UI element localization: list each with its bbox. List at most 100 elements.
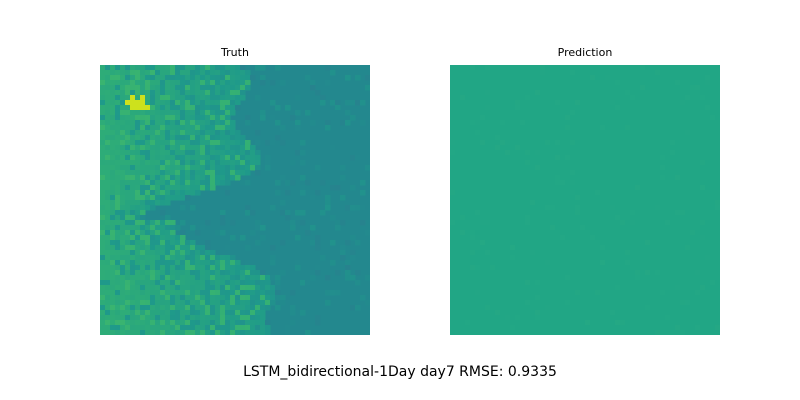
prediction-cell [625,90,630,95]
prediction-cell [590,240,595,245]
truth-cell [125,200,131,206]
prediction-cell [525,95,530,100]
truth-cell [135,325,141,331]
truth-cell [170,75,176,81]
truth-cell [135,130,141,136]
truth-cell [135,120,141,126]
truth-cell [150,250,156,256]
truth-cell [210,85,216,91]
truth-cell [120,215,126,221]
truth-cell [265,325,271,331]
truth-cell [260,290,266,296]
truth-cell [135,70,141,76]
truth-cell [215,75,221,81]
truth-cell [185,110,191,116]
truth-cell [155,240,161,246]
truth-cell [110,195,116,201]
truth-cell [255,300,261,306]
truth-cell [175,120,181,126]
truth-cell [115,295,121,301]
truth-cell [270,205,276,211]
prediction-cell [705,105,710,110]
truth-cell [130,205,136,211]
truth-cell [130,325,136,331]
truth-cell [260,65,266,71]
truth-cell [170,245,176,251]
truth-cell [100,300,106,306]
truth-cell [110,145,116,151]
truth-cell [175,65,181,71]
truth-cell [155,315,161,321]
truth-cell [180,115,186,121]
truth-cell [275,275,281,281]
truth-cell [110,205,116,211]
truth-cell [140,260,146,266]
truth-cell [170,165,176,171]
truth-cell [190,305,196,311]
truth-cell [245,300,251,306]
truth-cell [205,110,211,116]
truth-cell [150,325,156,331]
truth-cell [185,190,191,196]
truth-cell [170,320,176,326]
truth-cell [110,280,116,286]
truth-cell [225,310,231,316]
truth-cell [215,105,221,111]
prediction-cell [530,300,535,305]
prediction-cell [690,230,695,235]
truth-cell [245,325,251,331]
truth-cell [190,190,196,196]
truth-cell [170,325,176,331]
truth-cell [230,80,236,86]
truth-cell [225,105,231,111]
truth-cell [115,315,121,321]
truth-cell [225,275,231,281]
prediction-cell [485,305,490,310]
truth-cell [190,130,196,136]
truth-cell [195,100,201,106]
truth-cell [135,260,141,266]
truth-cell [250,210,256,216]
truth-cell [130,260,136,266]
truth-cell [270,295,276,301]
truth-cell [195,65,201,71]
truth-cell [220,90,226,96]
truth-cell [200,115,206,121]
truth-cell [140,240,146,246]
truth-cell [285,325,291,331]
truth-cell [245,305,251,311]
truth-cell [245,330,251,335]
truth-cell [160,65,166,71]
prediction-cell [690,325,695,330]
truth-cell [310,275,316,281]
prediction-cell [505,315,510,320]
truth-cell [120,290,126,296]
truth-cell [180,220,186,226]
truth-cell [160,155,166,161]
truth-cell [100,130,106,136]
truth-cell [160,170,166,176]
truth-cell [190,90,196,96]
prediction-cell [545,280,550,285]
truth-cell [110,160,116,166]
truth-cell [185,300,191,306]
truth-cell [160,120,166,126]
truth-cell [225,330,231,335]
truth-cell [130,200,136,206]
truth-cell [195,320,201,326]
truth-cell [280,210,286,216]
truth-cell [195,180,201,186]
truth-cell [170,250,176,256]
truth-cell [190,285,196,291]
truth-cell [230,140,236,146]
truth-cell [345,205,351,211]
truth-cell [140,160,146,166]
truth-cell [185,95,191,101]
truth-cell [225,125,231,131]
truth-cell [125,310,131,316]
truth-cell [205,175,211,181]
truth-cell [180,150,186,156]
truth-cell [125,320,131,326]
truth-cell [110,240,116,246]
truth-cell [155,270,161,276]
